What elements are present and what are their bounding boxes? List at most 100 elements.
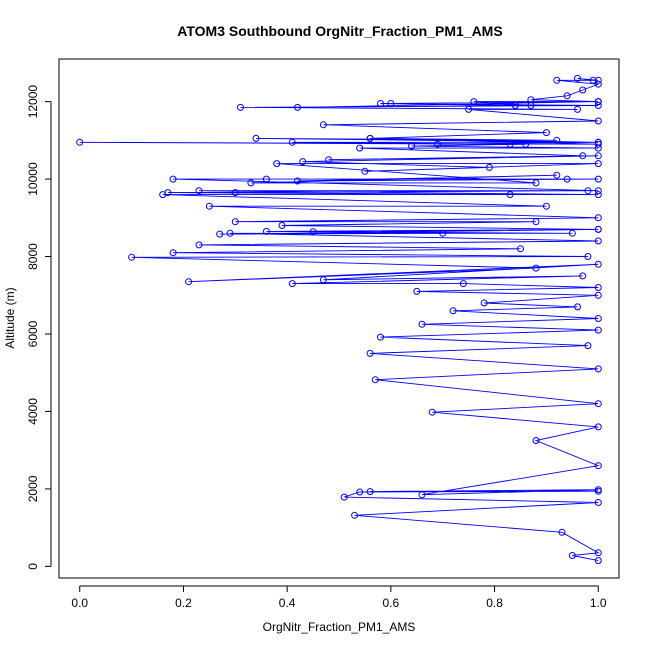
data-point bbox=[480, 299, 488, 307]
y-tick-label: 6000 bbox=[26, 320, 40, 347]
data-point bbox=[506, 191, 514, 199]
data-point bbox=[319, 121, 327, 129]
data-point bbox=[366, 349, 374, 357]
data-point bbox=[568, 229, 576, 237]
y-tick-label: 2000 bbox=[26, 475, 40, 502]
data-point bbox=[594, 214, 602, 222]
data-point bbox=[470, 98, 478, 106]
data-point bbox=[485, 163, 493, 171]
data-point bbox=[164, 189, 172, 197]
data-point bbox=[594, 152, 602, 160]
data-point bbox=[594, 98, 602, 106]
y-tick-label: 10000 bbox=[26, 162, 40, 196]
data-point bbox=[594, 187, 602, 195]
data-point bbox=[195, 187, 203, 195]
data-point bbox=[594, 557, 602, 565]
series-layer bbox=[76, 74, 602, 565]
y-tick-label: 8000 bbox=[26, 243, 40, 270]
data-point bbox=[594, 462, 602, 470]
data-point bbox=[351, 511, 359, 519]
data-point bbox=[527, 96, 535, 104]
data-point bbox=[574, 74, 581, 82]
data-point bbox=[594, 175, 602, 183]
data-point bbox=[563, 175, 571, 183]
data-point bbox=[563, 92, 571, 100]
data-point bbox=[594, 76, 602, 84]
data-point bbox=[594, 102, 602, 109]
data-point bbox=[288, 138, 296, 146]
data-point bbox=[459, 280, 467, 288]
data-point bbox=[340, 493, 348, 501]
data-point bbox=[594, 80, 602, 88]
data-point bbox=[594, 499, 602, 506]
data-point bbox=[579, 272, 587, 280]
data-point bbox=[594, 138, 602, 146]
x-tick-label: 0.8 bbox=[486, 596, 503, 610]
data-point bbox=[574, 303, 581, 311]
data-point bbox=[169, 249, 177, 257]
data-point bbox=[506, 140, 514, 148]
y-tick-label: 4000 bbox=[26, 398, 40, 425]
series-line bbox=[79, 77, 600, 562]
y-tick-label: 0 bbox=[26, 563, 40, 570]
x-axis: 0.0 0.2 0.4 0.6 0.8 1.0 bbox=[71, 585, 607, 610]
data-point bbox=[568, 552, 576, 559]
data-point bbox=[594, 291, 602, 299]
data-point bbox=[594, 326, 602, 334]
data-point bbox=[532, 218, 540, 226]
data-point bbox=[325, 156, 333, 164]
data-point bbox=[579, 152, 587, 160]
data-point bbox=[553, 76, 561, 84]
x-tick-label: 1.0 bbox=[590, 596, 607, 610]
data-point bbox=[128, 253, 136, 261]
data-point bbox=[356, 144, 364, 152]
data-point bbox=[594, 365, 602, 373]
data-point bbox=[262, 227, 270, 235]
data-point bbox=[594, 117, 602, 125]
data-point bbox=[356, 488, 364, 496]
data-point bbox=[594, 160, 602, 168]
data-point bbox=[288, 280, 296, 288]
data-point bbox=[231, 218, 239, 226]
data-point bbox=[366, 134, 374, 142]
data-point bbox=[371, 376, 379, 384]
data-point bbox=[418, 491, 426, 499]
data-point bbox=[532, 264, 540, 272]
data-point bbox=[418, 320, 426, 328]
data-point bbox=[439, 229, 447, 237]
data-point bbox=[532, 437, 540, 444]
data-point bbox=[594, 140, 602, 148]
x-tick-label: 0.0 bbox=[71, 596, 88, 610]
data-point bbox=[594, 237, 602, 245]
chart-title: ATOM3 Southbound OrgNitr_Fraction_PM1_AM… bbox=[177, 23, 502, 39]
data-point bbox=[594, 315, 602, 322]
data-point bbox=[558, 528, 566, 536]
data-point bbox=[542, 202, 550, 210]
data-point bbox=[262, 175, 270, 183]
data-point bbox=[387, 100, 395, 107]
data-point bbox=[361, 167, 369, 175]
data-point bbox=[449, 307, 457, 315]
data-point bbox=[553, 136, 561, 144]
data-point bbox=[465, 105, 473, 113]
data-point bbox=[579, 86, 587, 94]
data-point bbox=[252, 134, 260, 142]
data-point bbox=[413, 287, 421, 295]
data-point bbox=[511, 102, 519, 109]
y-tick-label: 12000 bbox=[26, 85, 40, 119]
data-point bbox=[584, 253, 592, 260]
data-point bbox=[594, 225, 602, 233]
data-point bbox=[237, 103, 244, 111]
x-tick-label: 0.6 bbox=[383, 596, 400, 610]
data-point bbox=[169, 175, 177, 183]
data-point bbox=[294, 177, 301, 185]
x-axis-label: OrgNitr_Fraction_PM1_AMS bbox=[263, 620, 416, 634]
data-point bbox=[574, 105, 581, 113]
y-axis: 0 2000 4000 6000 8000 10000 12000 bbox=[26, 85, 52, 570]
data-point bbox=[273, 160, 281, 168]
data-point bbox=[532, 179, 540, 187]
data-point bbox=[584, 187, 592, 195]
data-point bbox=[195, 241, 203, 249]
y-axis-label: Altitude (m) bbox=[3, 287, 17, 348]
